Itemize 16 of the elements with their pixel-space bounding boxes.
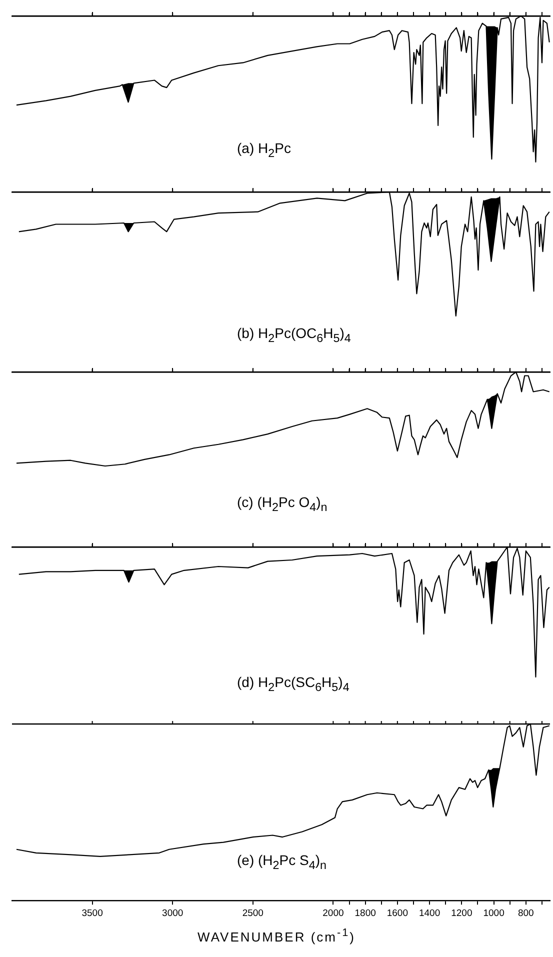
text: (c) (H$_{2}$Pc O$_{4}$)$_{n}$ (237, 494, 328, 514)
x-tick-label: 3500 (82, 908, 103, 919)
x-tick-label: 2500 (242, 908, 264, 919)
text: (b) H$_{2}$Pc(OC$_{6}$H$_{5}$)$_{4}$ (237, 325, 351, 345)
x-axis-title: WAVENUMBER (cm$^{-1}$) (196, 927, 356, 944)
x-tick-label: 800 (518, 908, 534, 919)
text: (e) (H$_{2}$Pc S$_{4}$)$_{n}$ (237, 852, 326, 872)
x-tick-label: 1400 (418, 908, 440, 919)
x-tick-label: 3000 (162, 908, 184, 919)
x-tick-label: 1800 (354, 908, 376, 919)
x-tick-label: 1000 (483, 908, 504, 919)
x-tick-label: 1200 (451, 908, 472, 919)
x-tick-label: 1600 (386, 908, 408, 919)
x-tick-label: 2000 (322, 908, 344, 919)
text: (d) H$_{2}$Pc(SC$_{6}$H$_{5}$)$_{4}$ (237, 674, 350, 694)
text: (a) H$_{2}$Pc (237, 140, 291, 160)
